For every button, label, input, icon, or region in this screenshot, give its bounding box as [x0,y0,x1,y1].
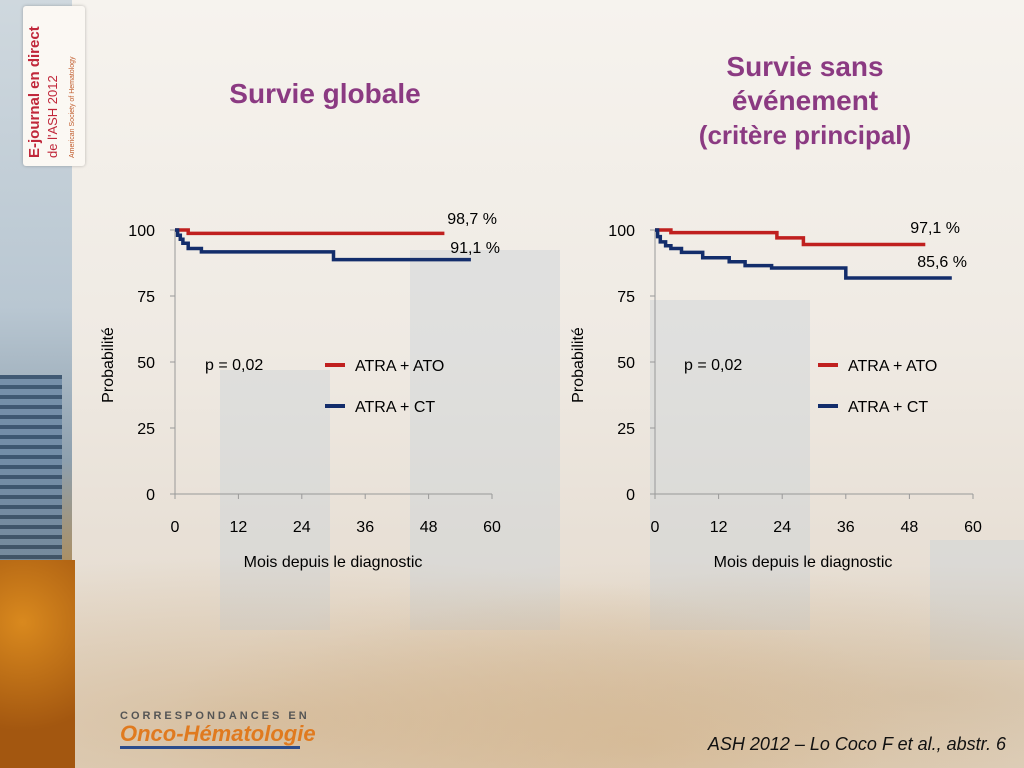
series-end-label: 91,1 % [450,240,500,257]
x-tick-label: 0 [651,519,660,536]
y-tick-label: 75 [617,289,635,306]
x-tick-label: 24 [773,519,791,536]
legend-label: ATRA + ATO [848,358,937,375]
series-end-label: 85,6 % [917,254,967,271]
chart-title-right: Survie sans événement (critère principal… [660,50,950,152]
ejournal-badge: E-journal en direct de l'ASH 2012 Americ… [23,6,85,166]
y-tick-label: 25 [137,421,155,438]
y-axis-label: Probabilité [100,327,117,403]
series-end-label: 98,7 % [447,211,497,228]
x-tick-label: 60 [964,519,982,536]
onco-hematologie-logo: CORRESPONDANCES EN Onco-Hématologie [120,710,340,752]
logo-top-text: CORRESPONDANCES EN [120,710,310,722]
y-axis-label: Probabilité [570,327,587,403]
x-tick-label: 12 [710,519,728,536]
y-tick-label: 25 [617,421,635,438]
x-tick-label: 24 [293,519,311,536]
y-tick-label: 0 [626,487,635,504]
x-tick-label: 36 [837,519,855,536]
reference-text: ASH 2012 – Lo Coco F et al., abstr. 6 [707,734,1006,754]
chart-title-left: Survie globale [229,78,421,109]
x-tick-label: 0 [171,519,180,536]
series-line-atra-ato [175,228,445,236]
x-tick-label: 12 [230,519,248,536]
y-tick-label: 50 [617,355,635,372]
x-axis-label: Mois depuis le diagnostic [244,554,423,571]
legend-label: ATRA + ATO [355,358,444,375]
x-tick-label: 60 [483,519,501,536]
x-tick-label: 48 [901,519,919,536]
p-value-label: p = 0,02 [205,357,263,374]
y-tick-label: 50 [137,355,155,372]
y-tick-label: 100 [608,223,635,240]
legend-label: ATRA + CT [848,399,928,416]
series-end-label: 97,1 % [910,220,960,237]
series-line-atra-ct [655,228,952,280]
y-tick-label: 75 [137,289,155,306]
y-tick-label: 0 [146,487,155,504]
title-right-line-3: (critère principal) [698,120,912,150]
series-line-atra-ct [175,228,471,262]
logo-main-text: Onco-Hématologie [120,721,316,746]
series-line-atra-ato [655,228,926,247]
x-tick-label: 48 [420,519,438,536]
title-right-line-2: événement [731,85,879,116]
y-tick-label: 100 [128,223,155,240]
title-right-line-1: Survie sans [726,51,884,82]
p-value-label: p = 0,02 [684,357,742,374]
legend-label: ATRA + CT [355,399,435,416]
x-axis-label: Mois depuis le diagnostic [714,554,893,571]
x-tick-label: 36 [356,519,374,536]
